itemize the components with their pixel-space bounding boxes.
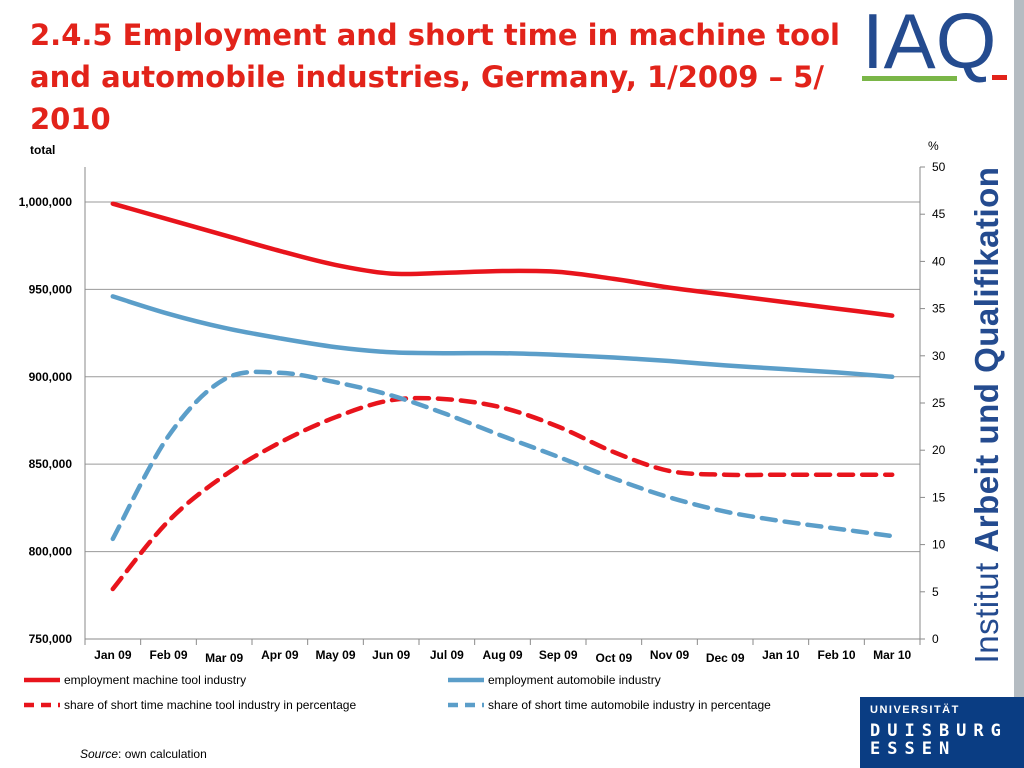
x-tick-label: Dec 09 — [706, 651, 745, 665]
axis-layer: 750,000 800,000 850,000 900,000 950,000 1,000… — [19, 139, 946, 665]
y-left-axis-label: total — [30, 143, 55, 157]
slide-title: 2.4.5 Employment and short time in machi… — [30, 18, 840, 136]
y-left-tick-label: 950,000 — [29, 282, 73, 296]
grid-layer — [85, 201, 920, 553]
y-left-tick-label: 1,000,000 — [19, 195, 73, 209]
legend-label-3: share of short time machine tool industr… — [64, 698, 356, 712]
y-right-tick-label: 45 — [932, 207, 946, 221]
x-tick-label: Oct 09 — [595, 651, 632, 665]
university-logo: UNIVERSITÄT DUISBURG ESSEN — [860, 697, 1024, 768]
y-left-tick-label: 850,000 — [29, 457, 73, 471]
legend-label-1: employment machine tool industry — [64, 673, 246, 687]
y-right-tick-label: 25 — [932, 396, 946, 410]
y-right-tick-label: 35 — [932, 302, 946, 316]
y-right-tick-label: 40 — [932, 254, 946, 268]
x-tick-label: Jun 09 — [372, 648, 410, 662]
iaq-logo: IAQ — [862, 0, 1007, 85]
x-tick-label: Sep 09 — [539, 648, 578, 662]
y-left-tick-label: 750,000 — [29, 632, 73, 646]
series-line-1 — [110, 201, 895, 318]
y-right-tick-label: 15 — [932, 490, 946, 504]
x-tick-label: Nov 09 — [650, 648, 690, 662]
x-tick-label: Apr 09 — [261, 648, 299, 662]
x-tick-label: Jan 09 — [94, 648, 132, 662]
x-tick-label: Aug 09 — [482, 648, 522, 662]
legend-layer: employment machine tool industry employme… — [24, 673, 771, 712]
iaq-logo-green-bar — [862, 76, 957, 81]
x-tick-label: Mar 09 — [205, 651, 243, 665]
series-line-4 — [110, 369, 895, 542]
x-tick-label: Feb 10 — [817, 648, 855, 662]
source-text: : own calculation — [118, 747, 207, 761]
x-tick-label: Mar 10 — [873, 648, 911, 662]
y-right-tick-label: 50 — [932, 160, 946, 174]
series-line-3 — [110, 395, 895, 592]
series-line-2 — [110, 294, 895, 380]
y-left-tick-label: 900,000 — [29, 370, 73, 384]
y-right-tick-label: 10 — [932, 538, 946, 552]
x-tick-label: Jan 10 — [762, 648, 800, 662]
y-right-tick-label: 5 — [932, 585, 939, 599]
x-tick-label: Feb 09 — [149, 648, 187, 662]
university-line-1: UNIVERSITÄT — [870, 704, 960, 716]
y-right-tick-label: 20 — [932, 443, 946, 457]
legend-label-2: employment automobile industry — [488, 673, 661, 687]
source-note: Source: own calculation — [80, 747, 207, 761]
y-right-tick-label: 30 — [932, 349, 946, 363]
series-layer — [110, 201, 895, 592]
y-right-tick-label: 0 — [932, 632, 939, 646]
y-right-axis-label: % — [928, 139, 939, 153]
source-label: Source — [80, 747, 119, 761]
right-side-bar — [1014, 0, 1024, 700]
iaq-logo-text: IAQ — [862, 0, 996, 85]
university-line-3: ESSEN — [870, 739, 957, 759]
y-left-tick-label: 800,000 — [29, 545, 73, 559]
x-tick-label: May 09 — [315, 648, 355, 662]
legend-label-4: share of short time automobile industry … — [488, 698, 771, 712]
x-tick-label: Jul 09 — [430, 648, 464, 662]
university-line-2: DUISBURG — [870, 721, 1008, 741]
iaq-logo-red-bar — [992, 75, 1007, 80]
